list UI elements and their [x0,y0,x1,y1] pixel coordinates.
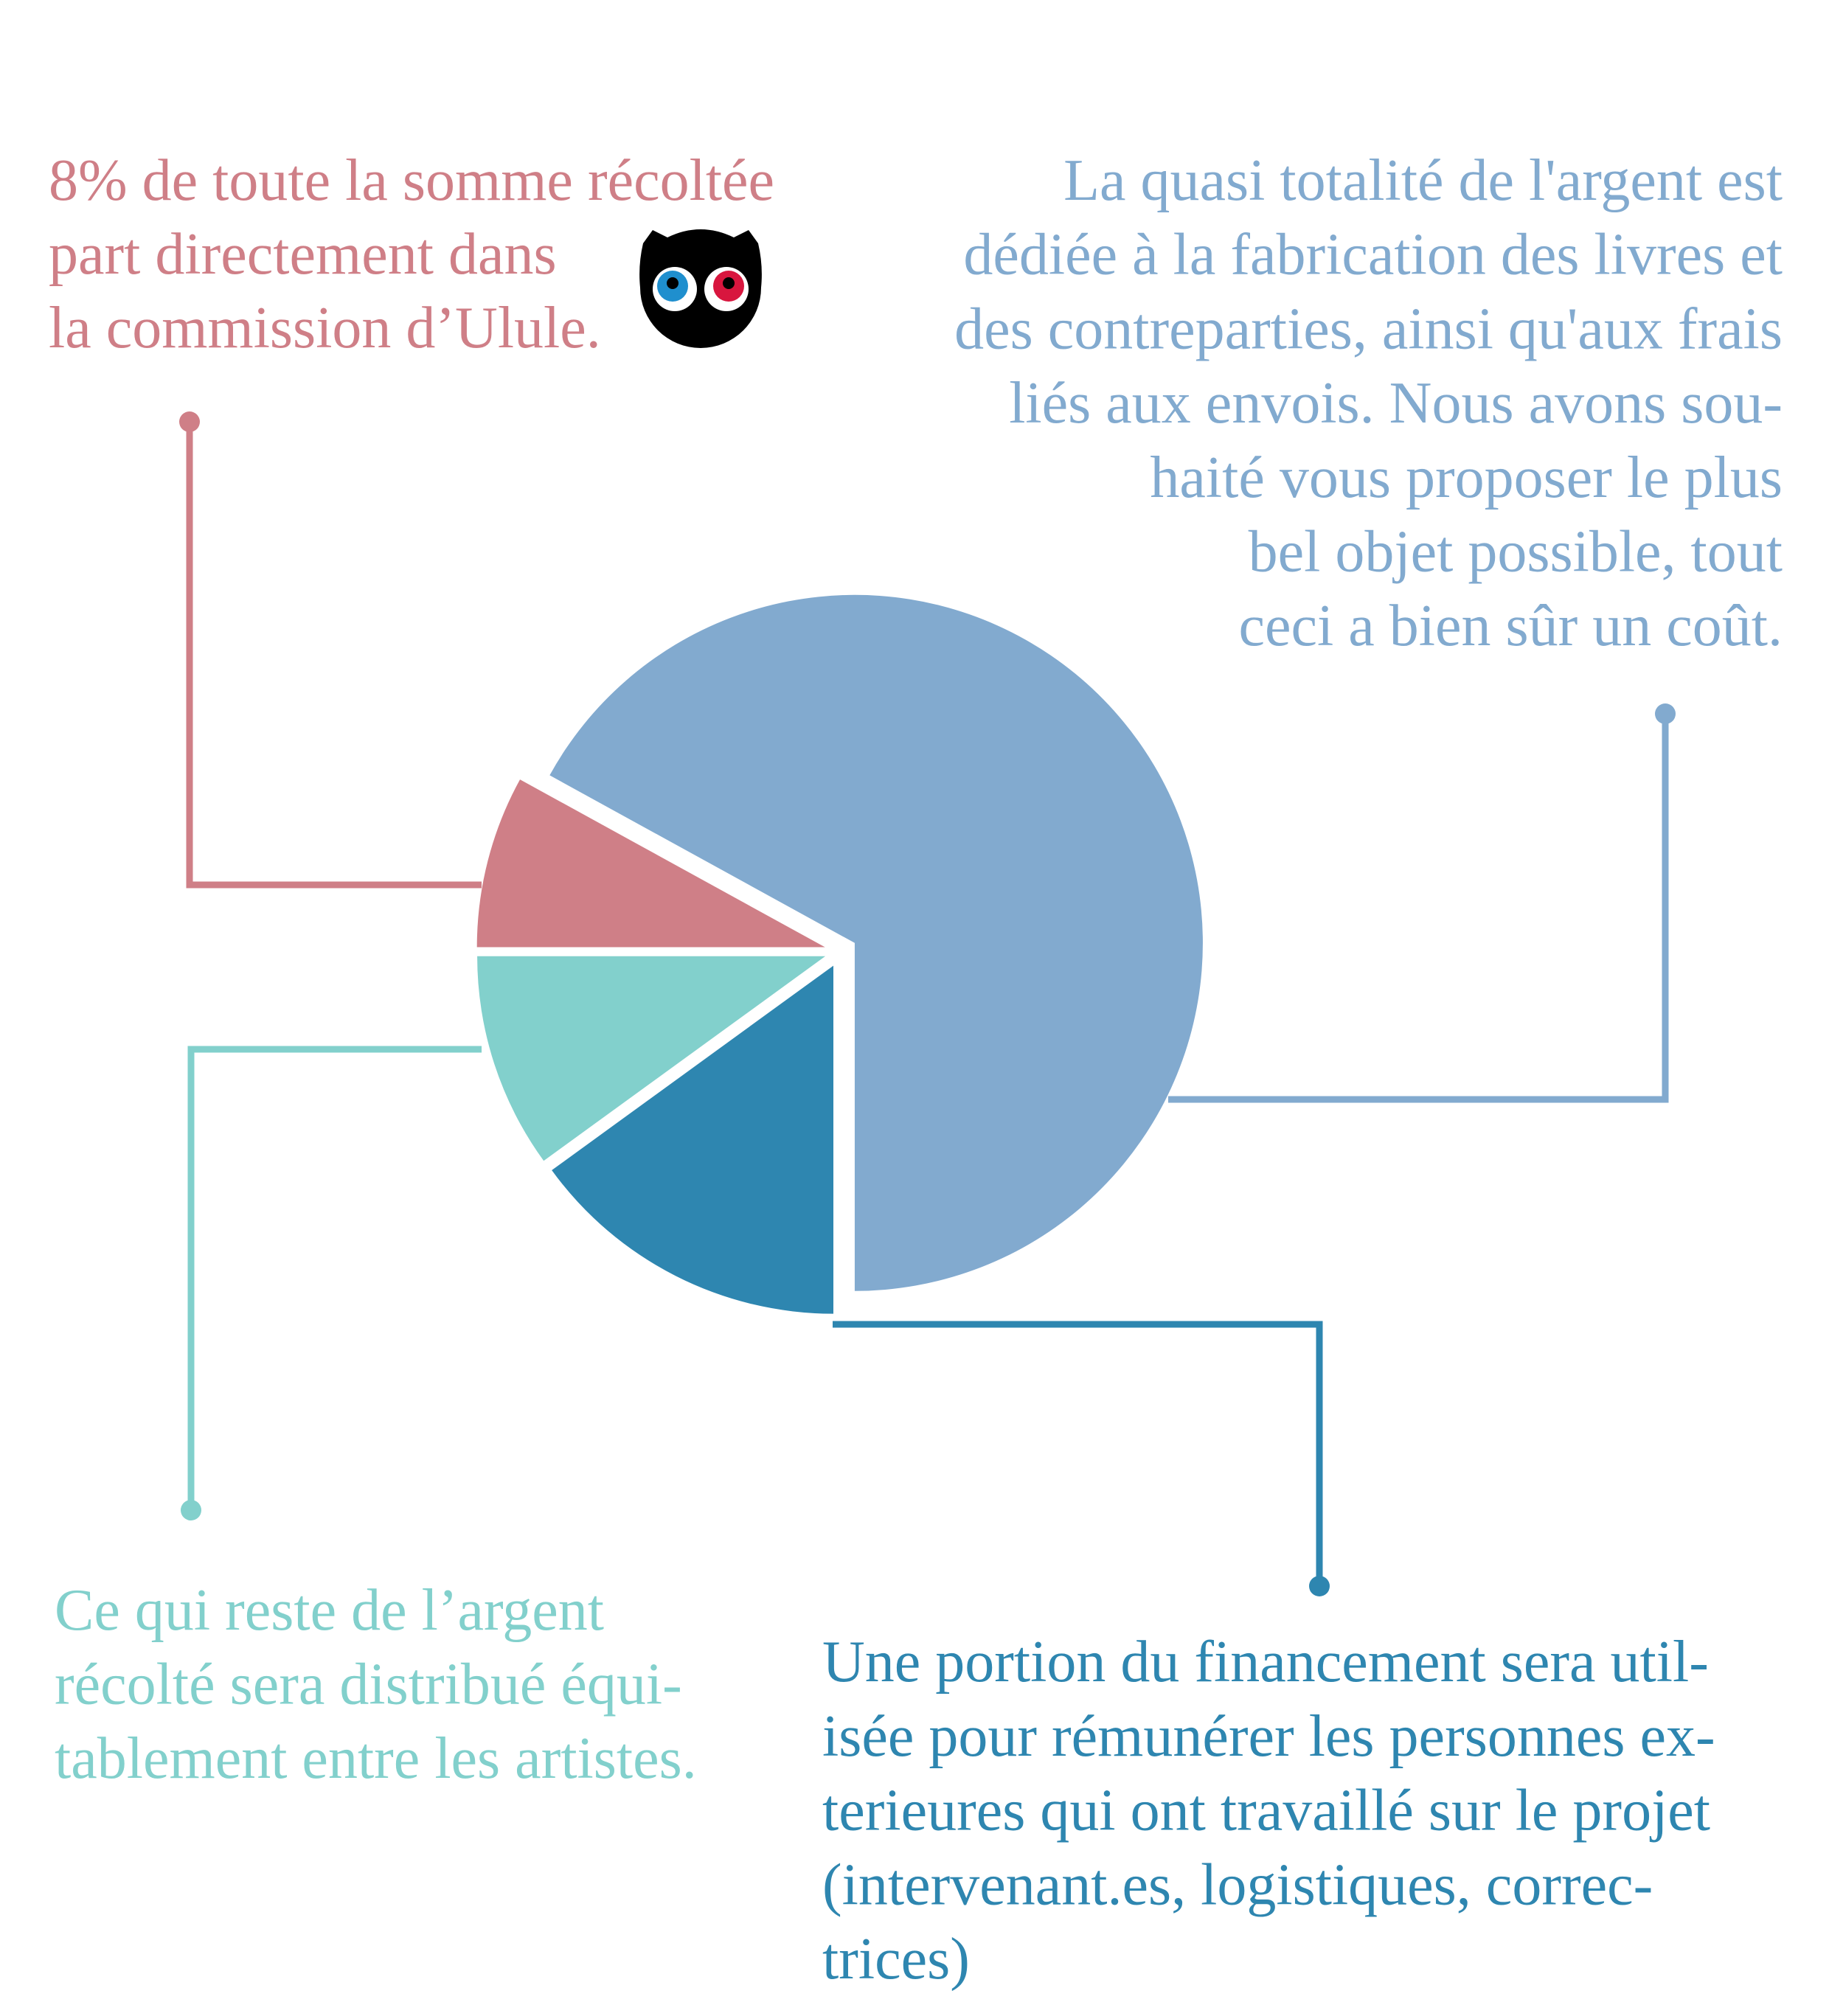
annotation: 8% de toute la somme récoltée part direct… [49,148,774,361]
pie-slice [476,779,825,948]
annotation-line: trices) [822,1927,970,1992]
annotation-line: haité vous proposer le plus [1150,445,1783,510]
annotation-line: terieures qui ont travaillé sur le proje… [822,1779,1710,1843]
callout-line [1168,714,1669,1103]
callout-line [187,1046,482,1510]
annotation-line: La quasi totalité de l'argent est [1063,148,1783,213]
annotation-line: ceci a bien sûr un coût. [1239,594,1783,658]
callout-dot [1309,1576,1330,1596]
annotation: Une portion du financement sera util-isé… [822,1630,1715,1992]
pie-slice [549,594,1203,1291]
callouts [186,422,1669,1586]
pie-slice [552,965,834,1314]
annotation-line: bel objet possible, tout [1249,520,1783,585]
annotation-line: (intervenant.es, logistiques, correc- [822,1852,1653,1917]
annotation-line: Ce qui reste de l’argent [55,1578,604,1643]
owl-pupil [667,277,678,289]
annotation-line: isée pour rémunérer les personnes ex- [822,1704,1715,1769]
annotation: La quasi totalité de l'argent est dédiée … [954,148,1783,658]
pie-slice [477,956,826,1161]
annotation-line: 8% de toute la somme récoltée [49,148,774,213]
callout-dot [179,411,200,432]
callout-dot [1655,703,1676,724]
annotation-line: Une portion du financement sera util- [822,1630,1709,1695]
owl-head [639,229,762,348]
annotation-line: liés aux envois. Nous avons sou- [1009,371,1783,436]
annotation-line: des contreparties, ainsi qu'aux frais [954,296,1783,361]
callout-line [186,422,482,889]
annotation-line: part directement dans [49,222,557,287]
annotation: Ce qui reste de l’argent récolté sera dis… [55,1578,697,1791]
annotation-line: la commission d’Ulule. [49,296,601,361]
owl-pupil [723,277,735,289]
annotation-line: tablement entre les artistes. [55,1726,697,1791]
annotation-line: dédiée à la fabrication des livres et [963,223,1783,288]
ulule-logo [639,229,762,348]
callout-dot [181,1500,201,1520]
annotation-line: récolté sera distribué équi- [55,1652,682,1717]
callout-line [833,1321,1323,1586]
